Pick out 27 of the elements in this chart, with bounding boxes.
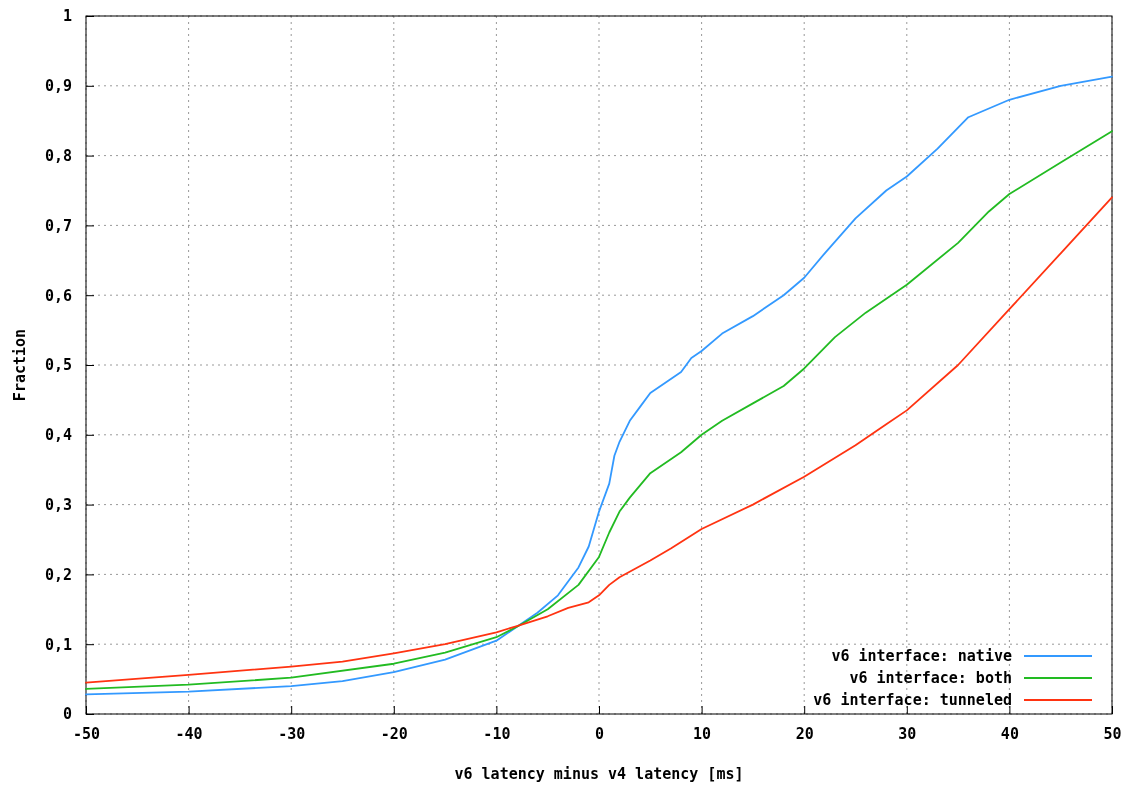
y-tick-label: 0,5	[44, 356, 72, 375]
x-tick-label: 10	[693, 724, 712, 743]
y-tick-label: 0,2	[44, 565, 72, 584]
y-axis-title: Fraction	[11, 328, 29, 402]
y-tick-label: 0,7	[44, 216, 72, 235]
x-axis-title: v6 latency minus v4 latency [ms]	[454, 765, 744, 783]
x-tick-label: 40	[1000, 724, 1019, 743]
y-tick-label: 0,1	[44, 635, 72, 654]
legend-label: v6 interface: native	[831, 647, 1012, 666]
x-tick-label: 20	[795, 724, 814, 743]
x-tick-label: 30	[898, 724, 917, 743]
y-tick-label: 1	[62, 7, 72, 26]
y-tick-label: 0,8	[44, 146, 72, 165]
y-tick-label: 0,3	[44, 495, 72, 514]
legend-label: v6 interface: both	[849, 669, 1012, 688]
x-tick-label: 50	[1103, 724, 1122, 743]
x-tick-label: -30	[278, 724, 306, 743]
x-tick-label: -50	[72, 724, 101, 743]
y-tick-label: 0,6	[44, 286, 72, 305]
y-tick-label: 0,4	[44, 426, 72, 445]
x-tick-label: 0	[594, 724, 605, 743]
y-tick-label: 0,9	[44, 77, 72, 96]
x-tick-label: -10	[483, 724, 511, 743]
legend-label: v6 interface: tunneled	[813, 691, 1012, 710]
x-tick-label: -20	[380, 724, 408, 743]
y-tick-label: 0	[62, 705, 72, 724]
x-tick-label: -40	[175, 724, 203, 743]
